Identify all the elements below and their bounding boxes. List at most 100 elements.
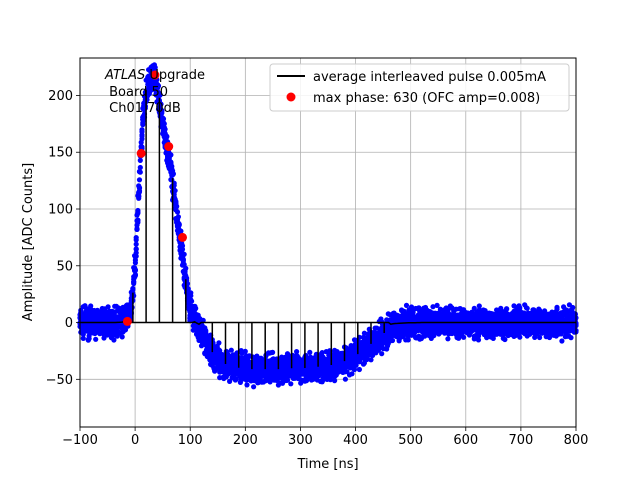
sample-point — [133, 237, 139, 243]
sample-point — [228, 347, 234, 353]
sample-point — [169, 163, 175, 169]
sample-point — [189, 298, 195, 304]
sample-point — [183, 265, 189, 271]
upgrade-label: Upgrade — [145, 68, 205, 83]
sample-point — [119, 334, 125, 340]
sample-point — [139, 133, 145, 139]
sample-point — [475, 337, 482, 343]
sample-point — [193, 305, 199, 311]
sample-point — [179, 246, 186, 252]
sample-point — [162, 126, 168, 132]
sample-point — [137, 169, 143, 175]
sample-point — [434, 302, 440, 308]
sample-point — [181, 251, 187, 257]
sample-point — [233, 376, 239, 382]
sample-point — [200, 317, 206, 323]
sample-point — [86, 336, 92, 342]
sample-point — [135, 209, 141, 215]
sample-point — [430, 304, 436, 310]
sample-point — [136, 195, 142, 201]
sample-point — [170, 171, 176, 177]
sample-point — [185, 286, 191, 292]
sample-point — [445, 308, 451, 314]
sample-point — [227, 378, 233, 384]
sample-point — [130, 286, 136, 292]
sample-point — [174, 209, 181, 215]
sample-point — [168, 152, 174, 158]
sample-point — [374, 325, 380, 331]
atlas-label: ATLAS — [104, 68, 145, 83]
legend-entry-average: average interleaved pulse 0.005mA — [313, 70, 546, 85]
sample-point — [203, 328, 209, 334]
sample-point — [133, 241, 139, 247]
legend-marker-swatch — [286, 92, 296, 102]
x-tick-label: −100 — [62, 433, 98, 448]
sample-point — [137, 164, 143, 171]
sample-point — [140, 122, 146, 128]
sample-point — [105, 304, 111, 310]
sample-point — [288, 381, 294, 387]
sample-point — [172, 188, 178, 194]
sample-point — [356, 366, 362, 373]
legend-box — [269, 63, 570, 112]
legend: average interleaved pulse 0.005mA max ph… — [269, 63, 570, 112]
sample-point — [80, 335, 86, 341]
atlas-annotation: ATLAS Upgrade Board 50 Ch01 70dB — [104, 68, 205, 116]
sample-point — [361, 330, 367, 336]
sample-point — [180, 257, 186, 263]
plot-frame — [79, 57, 577, 428]
max-phase-point — [136, 148, 146, 158]
sample-point — [461, 334, 467, 340]
sample-point — [155, 83, 162, 89]
sample-point — [504, 306, 510, 312]
sample-point — [152, 64, 158, 71]
x-tick-label: 500 — [398, 433, 423, 448]
sample-point — [164, 133, 170, 139]
sample-point — [174, 203, 180, 209]
sample-point — [184, 275, 190, 281]
channel-label: Ch01 70dB — [105, 101, 181, 116]
max-phase-point — [122, 316, 132, 326]
x-tick-label: 0 — [131, 433, 139, 448]
sample-point — [294, 349, 300, 355]
average-pulse-line — [80, 89, 576, 370]
sample-point — [159, 108, 165, 114]
x-tick-label: 300 — [288, 433, 313, 448]
sample-point — [210, 340, 216, 346]
sample-point — [405, 337, 411, 343]
sample-point — [570, 304, 576, 311]
sample-point — [136, 185, 143, 191]
legend-entry-max-phase: max phase: 630 (OFC amp=0.008) — [313, 91, 540, 106]
y-tick-label: 200 — [48, 89, 73, 104]
sample-point — [136, 177, 143, 183]
sample-point — [342, 376, 348, 382]
sample-point — [93, 336, 99, 342]
sample-point — [445, 336, 451, 342]
sample-point — [351, 366, 358, 373]
sample-point — [132, 257, 138, 263]
max-phase-point — [150, 70, 160, 80]
x-tick-label: 600 — [453, 433, 478, 448]
sample-point — [132, 272, 138, 278]
sample-point — [332, 378, 338, 384]
sample-point — [133, 246, 139, 252]
sample-point — [568, 335, 574, 341]
x-tick-label: 200 — [233, 433, 258, 448]
y-axis-label: Amplitude [ADC Counts] — [21, 163, 36, 321]
sample-point — [137, 157, 143, 163]
sample-point — [160, 116, 167, 122]
sample-point — [517, 334, 523, 340]
sample-point — [136, 189, 143, 195]
y-tick-label: −50 — [46, 373, 73, 388]
sample-point — [129, 304, 135, 310]
sample-point — [244, 382, 250, 388]
y-tick-label: 50 — [56, 259, 73, 274]
sample-point — [111, 337, 117, 343]
board-label: Board 50 — [105, 85, 168, 100]
sample-point — [139, 129, 145, 135]
sample-point — [559, 338, 565, 344]
sample-point — [132, 267, 138, 273]
sample-point — [546, 334, 553, 341]
sample-point — [502, 336, 508, 343]
